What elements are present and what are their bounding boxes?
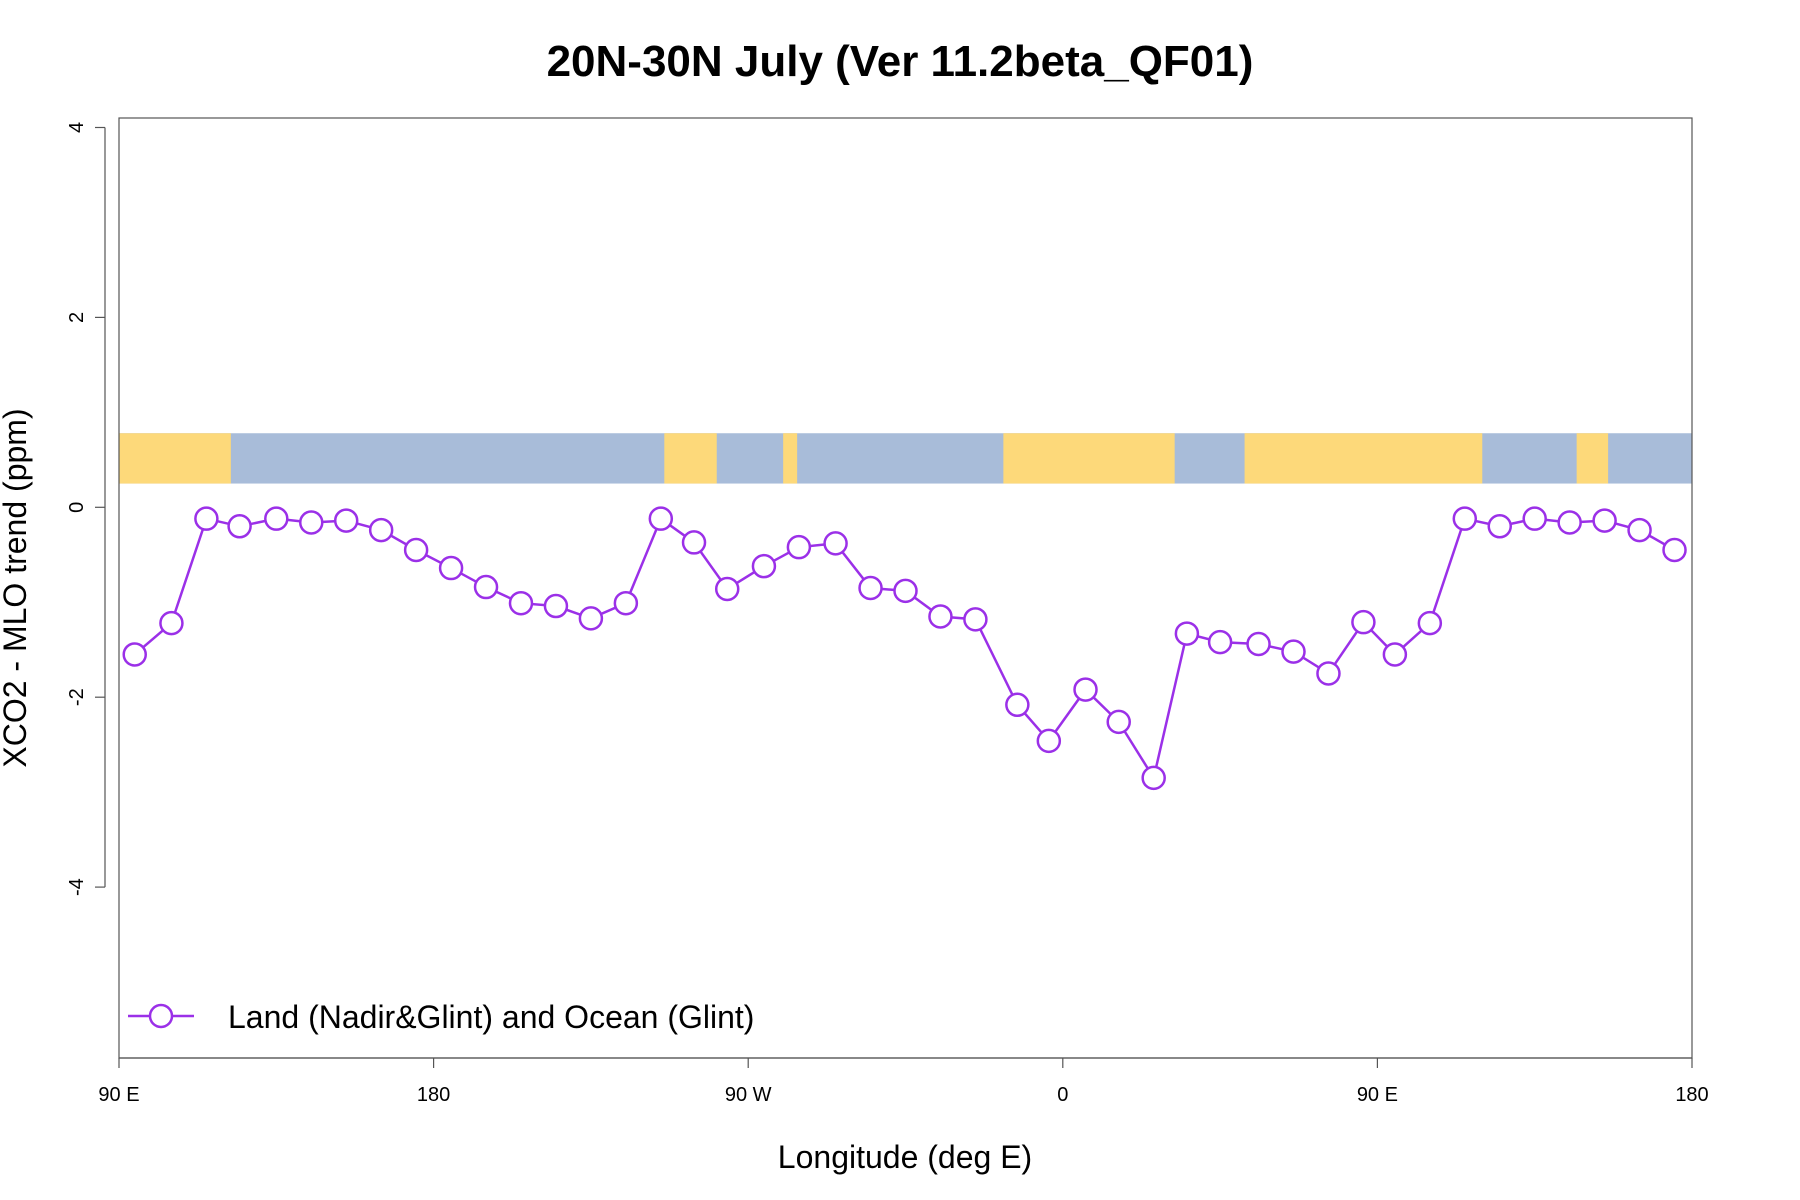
data-point bbox=[681, 530, 707, 555]
map-land-band bbox=[119, 433, 231, 484]
y-tick-label: 4 bbox=[66, 122, 88, 133]
data-point bbox=[227, 514, 252, 539]
chart-title: 20N-30N July (Ver 11.2beta_QF01) bbox=[547, 37, 1254, 86]
data-point bbox=[1174, 621, 1200, 646]
y-tick-label: -2 bbox=[66, 688, 88, 706]
data-point bbox=[1246, 631, 1271, 657]
data-point bbox=[1452, 506, 1478, 531]
map-land-band bbox=[1576, 433, 1609, 484]
data-point bbox=[928, 604, 953, 629]
legend: Land (Nadir&Glint) and Ocean (Glint) bbox=[128, 999, 754, 1035]
data-point bbox=[543, 593, 569, 619]
x-tick-label: 90 E bbox=[1357, 1084, 1398, 1106]
series-line bbox=[133, 516, 1676, 782]
data-point bbox=[963, 607, 988, 632]
y-axis: 4 2 0 -2 -4 bbox=[66, 122, 106, 896]
y-axis-label: XCO2 - MLO trend (ppm) bbox=[0, 408, 33, 767]
data-point bbox=[438, 555, 464, 581]
data-point bbox=[578, 606, 604, 631]
data-point bbox=[786, 534, 812, 560]
data-point bbox=[1036, 728, 1062, 754]
data-point bbox=[473, 574, 499, 600]
x-axis: 90 E 180 90 W 0 90 E 180 bbox=[98, 1057, 1709, 1106]
data-point bbox=[1351, 609, 1376, 635]
x-tick-label: 180 bbox=[417, 1084, 450, 1106]
data-point bbox=[508, 590, 534, 616]
data-point bbox=[1662, 537, 1687, 563]
map-land-band bbox=[1003, 433, 1175, 484]
data-point bbox=[1522, 506, 1547, 531]
data-point bbox=[194, 506, 219, 531]
data-point bbox=[1627, 517, 1652, 543]
data-point bbox=[1106, 709, 1131, 735]
data-point bbox=[368, 517, 394, 543]
y-tick-label: 2 bbox=[66, 312, 88, 323]
data-point bbox=[648, 506, 674, 531]
data-point bbox=[714, 576, 740, 602]
legend-marker bbox=[148, 1003, 174, 1029]
data-point bbox=[1207, 629, 1233, 655]
legend-label: Land (Nadir&Glint) and Ocean (Glint) bbox=[228, 999, 754, 1035]
data-point bbox=[613, 590, 639, 616]
map-strip bbox=[119, 433, 1692, 484]
data-point bbox=[1487, 514, 1512, 539]
x-tick-label: 180 bbox=[1675, 1084, 1708, 1106]
x-tick-label: 0 bbox=[1057, 1084, 1068, 1106]
data-point bbox=[159, 610, 184, 636]
data-point bbox=[1141, 765, 1166, 791]
map-land-band bbox=[783, 433, 798, 484]
data-point bbox=[1281, 639, 1306, 664]
data-point bbox=[1592, 508, 1617, 533]
x-axis-label: Longitude (deg E) bbox=[778, 1139, 1032, 1175]
y-tick-label: -4 bbox=[66, 878, 88, 896]
data-point bbox=[264, 506, 289, 531]
data-point bbox=[1005, 692, 1030, 718]
y-tick-label: 0 bbox=[66, 502, 88, 513]
data-point bbox=[823, 531, 848, 556]
data-point bbox=[1417, 610, 1443, 636]
data-point bbox=[299, 510, 324, 535]
map-land-band bbox=[664, 433, 717, 484]
series-layer bbox=[122, 506, 1687, 791]
x-tick-label: 90 W bbox=[725, 1084, 772, 1106]
data-point bbox=[858, 575, 883, 601]
data-point bbox=[1382, 642, 1408, 667]
data-point bbox=[122, 642, 147, 667]
data-point bbox=[403, 537, 429, 563]
data-point bbox=[1557, 510, 1582, 535]
data-point bbox=[751, 553, 777, 579]
data-point bbox=[1316, 661, 1341, 686]
map-land-band bbox=[1244, 433, 1483, 484]
data-point bbox=[1073, 677, 1098, 702]
data-point bbox=[893, 578, 918, 604]
x-tick-label: 90 E bbox=[98, 1084, 139, 1106]
data-point bbox=[333, 508, 359, 533]
